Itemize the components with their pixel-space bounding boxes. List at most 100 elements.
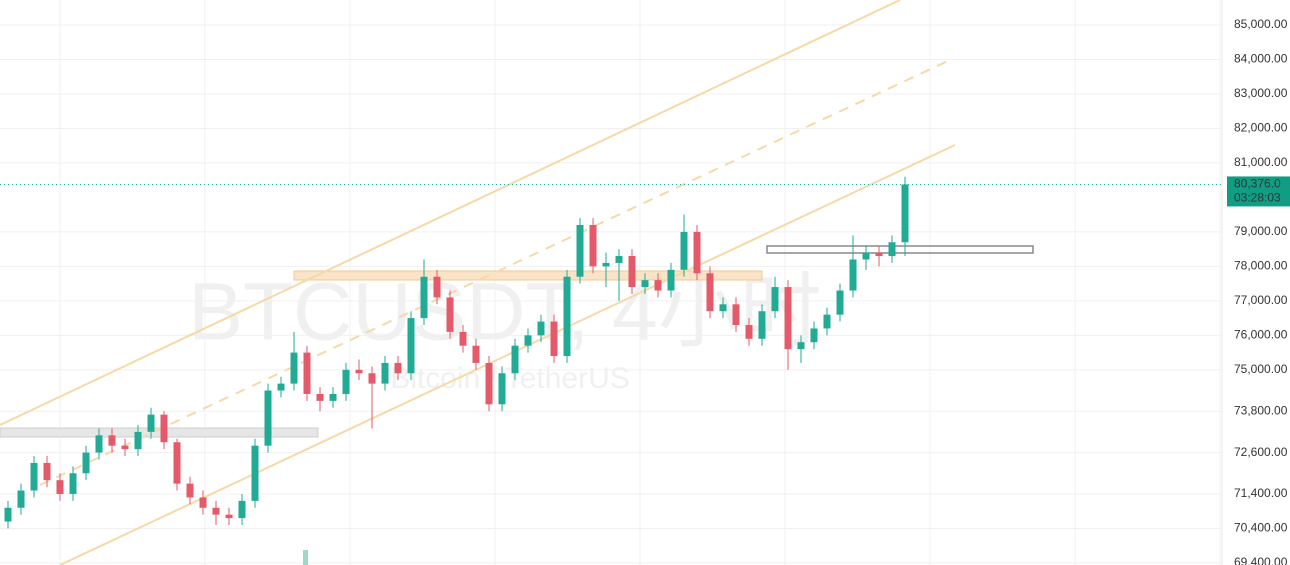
candle-body <box>186 483 194 498</box>
y-tick-label: 78,000.00 <box>1234 259 1288 273</box>
candle-body <box>732 304 740 325</box>
candles <box>4 176 909 529</box>
volume-bar <box>303 550 308 565</box>
y-tick-label: 77,000.00 <box>1234 293 1288 307</box>
candle-body <box>420 276 428 319</box>
candle-body <box>524 335 532 346</box>
candle-body <box>147 414 155 432</box>
candle-body <box>342 369 350 394</box>
candle-body <box>381 362 389 384</box>
candle-body <box>758 311 766 339</box>
candle-body <box>316 393 324 401</box>
y-tick-label: 76,000.00 <box>1234 328 1288 342</box>
candle-body <box>433 276 441 298</box>
candle-body <box>576 225 584 277</box>
candle-body <box>368 373 376 384</box>
candle-body <box>862 252 870 260</box>
drawings <box>0 0 1034 565</box>
candle-body <box>810 328 818 343</box>
candle-body <box>784 287 792 350</box>
y-tick-label: 69,400.00 <box>1234 555 1288 565</box>
candle-body <box>472 345 480 363</box>
y-tick-label: 84,000.00 <box>1234 52 1288 66</box>
candle-body <box>680 231 688 270</box>
candle-body <box>199 497 207 508</box>
y-tick-label: 75,000.00 <box>1234 362 1288 376</box>
channel-line <box>0 0 901 426</box>
y-tick-label: 82,000.00 <box>1234 121 1288 135</box>
candle-body <box>264 390 272 446</box>
candle-body <box>173 442 181 484</box>
candle-body <box>394 362 402 374</box>
zone-box <box>0 427 319 438</box>
candle-body <box>693 231 701 274</box>
candle-body <box>628 256 636 288</box>
candle-body <box>875 252 883 257</box>
candle-body <box>654 280 662 291</box>
candle-body <box>823 314 831 329</box>
y-tick-label: 70,400.00 <box>1234 521 1288 535</box>
candle-body <box>290 352 298 384</box>
zone-box <box>766 245 1034 254</box>
candle-body <box>329 393 337 401</box>
candle-body <box>238 500 246 519</box>
candle-body <box>888 242 896 257</box>
y-tick-label: 79,000.00 <box>1234 224 1288 238</box>
candle-body <box>121 445 129 450</box>
channel-line <box>59 144 956 565</box>
candle-body <box>498 373 506 405</box>
candle-body <box>446 297 454 332</box>
last-price-label: 80,376.0 <box>1234 177 1281 191</box>
candle-body <box>251 445 259 501</box>
candle-body <box>108 435 116 446</box>
candle-body <box>589 225 597 267</box>
candle-body <box>212 507 220 515</box>
candle-body <box>602 262 610 267</box>
candle-body <box>901 184 909 243</box>
candle-body <box>134 431 142 450</box>
candle-body <box>160 414 168 443</box>
channel-mid <box>39 59 951 486</box>
candle-body <box>615 256 623 263</box>
candle-body <box>82 452 90 474</box>
last-price-box <box>1227 176 1290 207</box>
candle-body <box>4 507 12 522</box>
candle-body <box>849 259 857 291</box>
price-axis: 85,000.00 84,000.00 83,000.00 82,000.00 81,0… <box>1234 17 1288 565</box>
y-tick-label: 71,400.00 <box>1234 486 1288 500</box>
candle-body <box>30 462 38 491</box>
candle-body <box>277 383 285 391</box>
watermark-subtitle: Bitcoin / TetherUS <box>390 362 630 395</box>
candle-body <box>355 369 363 374</box>
candle-body <box>56 480 64 494</box>
candle-body <box>745 325 753 339</box>
candle-body <box>550 321 558 357</box>
countdown: 03:28:03 <box>1234 191 1281 205</box>
candle-body <box>797 342 805 350</box>
zone-box <box>293 270 763 281</box>
candle-body <box>225 514 233 519</box>
candle-body <box>771 287 779 312</box>
candle-body <box>667 269 675 291</box>
candle-body <box>719 304 727 312</box>
candle-body <box>641 280 649 288</box>
candle-body <box>511 345 519 374</box>
candle-body <box>69 473 77 494</box>
candle-body <box>563 276 571 357</box>
candle-body <box>459 331 467 346</box>
candle-body <box>836 290 844 315</box>
candle-body <box>95 435 103 453</box>
candle-body <box>43 462 51 481</box>
y-tick-label: 72,600.00 <box>1234 445 1288 459</box>
y-tick-label: 73,800.00 <box>1234 403 1288 417</box>
grid <box>0 0 1222 565</box>
candle-body <box>706 273 714 312</box>
candle-body <box>407 318 415 374</box>
candle-body <box>537 321 545 336</box>
candle-body <box>17 490 25 508</box>
y-tick-label: 85,000.00 <box>1234 17 1288 31</box>
y-tick-label: 81,000.00 <box>1234 155 1288 169</box>
candle-body <box>303 352 311 394</box>
candle-body <box>485 362 493 405</box>
